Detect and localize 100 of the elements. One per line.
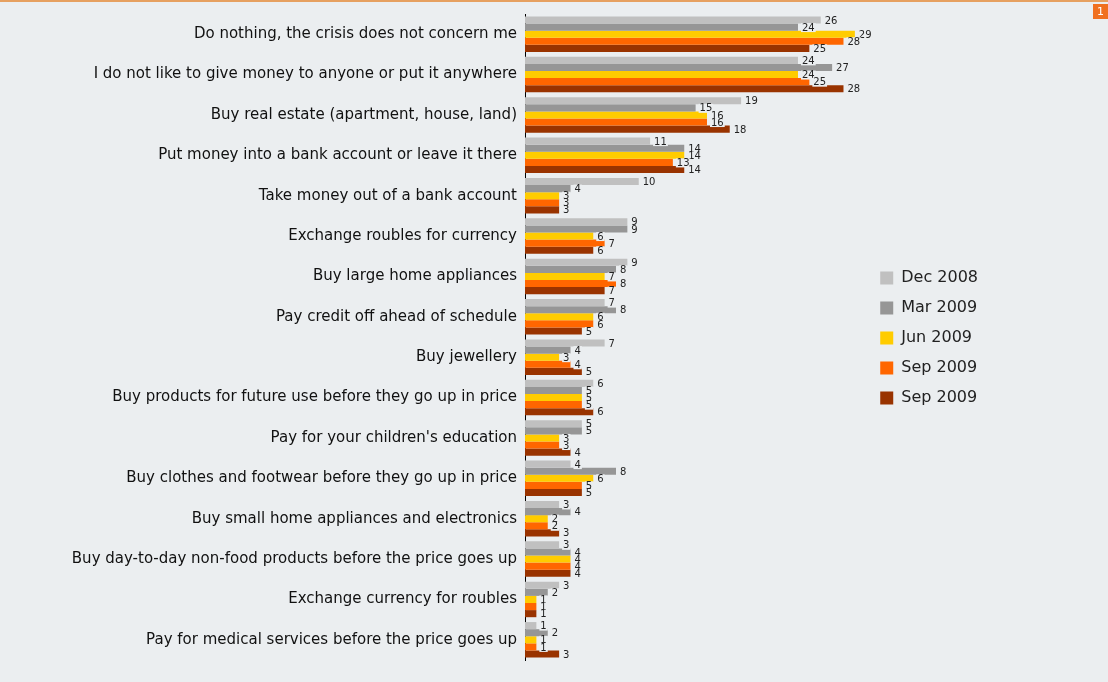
bar xyxy=(525,137,651,145)
bar xyxy=(525,320,594,328)
bar xyxy=(525,408,594,416)
bar xyxy=(525,569,571,577)
bar xyxy=(525,622,537,630)
y-tick-label: I do not like to give money to anyone or put it anywhere xyxy=(93,64,517,83)
data-label: 24 xyxy=(801,54,815,66)
bar xyxy=(525,595,537,603)
bar xyxy=(525,481,582,489)
bar xyxy=(525,379,594,387)
bar xyxy=(525,125,730,133)
bar xyxy=(525,488,582,497)
bar xyxy=(525,287,605,295)
bar xyxy=(525,548,571,556)
data-label: 7 xyxy=(608,285,615,297)
y-tick-label: Exchange currency for roubles xyxy=(288,589,518,608)
bar xyxy=(525,610,537,618)
legend-label: Mar 2009 xyxy=(901,297,978,317)
data-label: 14 xyxy=(688,164,701,176)
data-label: 7 xyxy=(608,271,615,283)
data-label: 27 xyxy=(836,62,849,74)
bar xyxy=(525,434,560,442)
data-label: 2 xyxy=(551,627,559,639)
bar xyxy=(525,500,560,509)
bar xyxy=(525,562,571,570)
y-tick-label: Exchange roubles for currency xyxy=(288,225,518,244)
bar xyxy=(525,246,594,254)
bar xyxy=(525,474,594,482)
bar xyxy=(525,508,571,516)
bar xyxy=(525,467,616,475)
bar xyxy=(525,353,560,361)
bar xyxy=(525,313,594,321)
data-label: 7 xyxy=(608,297,615,309)
bar xyxy=(525,346,571,354)
data-label: 26 xyxy=(824,14,838,26)
data-label: 3 xyxy=(563,204,570,216)
data-label: 3 xyxy=(563,499,570,511)
bar xyxy=(525,206,560,214)
data-label: 28 xyxy=(847,83,861,95)
legend-label: Dec 2008 xyxy=(901,267,978,287)
bar xyxy=(525,63,833,72)
data-label: 2 xyxy=(551,586,559,598)
bar xyxy=(525,279,616,288)
bar xyxy=(525,460,571,468)
data-label: 8 xyxy=(620,465,627,477)
bar xyxy=(525,218,628,226)
bar xyxy=(525,71,798,79)
data-label: 3 xyxy=(563,351,570,363)
bar xyxy=(525,339,605,347)
text: 1 xyxy=(1093,4,1108,19)
bar xyxy=(525,581,560,589)
bar xyxy=(525,650,560,658)
data-label: 9 xyxy=(631,256,638,268)
data-label: 10 xyxy=(642,176,656,188)
data-label: 4 xyxy=(574,458,581,470)
bar xyxy=(525,360,571,368)
bar xyxy=(525,23,798,31)
data-label: 18 xyxy=(733,123,747,135)
y-tick-label: Pay for your children's education xyxy=(270,427,517,446)
legend-label: Sep 2009 xyxy=(901,387,978,407)
data-label: 25 xyxy=(813,76,827,88)
bar xyxy=(525,448,571,456)
data-label: 4 xyxy=(574,446,581,458)
bar xyxy=(525,104,696,112)
data-label: 4 xyxy=(574,344,581,356)
bar xyxy=(525,555,571,563)
bar xyxy=(525,602,537,611)
legend-label: Jun 2009 xyxy=(900,327,973,347)
data-label: 7 xyxy=(608,237,615,249)
bar xyxy=(525,199,560,207)
y-tick-label: Buy products for future use before they go up in price xyxy=(112,387,517,406)
bar xyxy=(525,16,821,24)
bar xyxy=(525,30,855,38)
data-label: 4 xyxy=(574,358,581,370)
data-label: 7 xyxy=(608,337,615,349)
data-label: 6 xyxy=(597,406,604,418)
data-label: 24 xyxy=(801,69,815,81)
bar xyxy=(525,97,742,105)
y-tick-label: Buy clothes and footwear before they go up in price xyxy=(126,468,517,487)
data-label: 5 xyxy=(585,365,593,377)
data-label: 3 xyxy=(563,539,570,551)
data-label: 2 xyxy=(551,520,559,532)
data-label: 5 xyxy=(585,425,593,437)
bar xyxy=(525,299,605,307)
data-label: 1 xyxy=(540,620,547,632)
data-label: 19 xyxy=(745,95,758,107)
data-label: 15 xyxy=(699,102,713,114)
y-tick-label: Do nothing, the crisis does not concern me xyxy=(193,24,517,43)
bar xyxy=(525,367,582,375)
data-label: 11 xyxy=(654,135,667,147)
data-label: 6 xyxy=(597,230,604,242)
y-tick-label: Buy large home appliances xyxy=(312,266,518,285)
y-tick-label: Buy small home appliances and electronics xyxy=(191,508,518,527)
bar xyxy=(525,401,582,409)
bar xyxy=(525,232,594,240)
bar xyxy=(525,327,582,335)
bar xyxy=(525,588,548,596)
bar xyxy=(525,192,560,200)
bar xyxy=(525,151,685,159)
bar xyxy=(525,225,628,233)
